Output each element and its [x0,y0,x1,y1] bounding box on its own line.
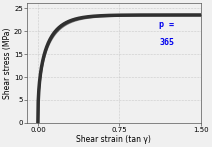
Text: p =: p = [159,20,174,29]
Y-axis label: Shear stress (MPa): Shear stress (MPa) [3,27,13,99]
Text: 365: 365 [159,38,174,47]
X-axis label: Shear strain (tan γ): Shear strain (tan γ) [77,135,151,143]
